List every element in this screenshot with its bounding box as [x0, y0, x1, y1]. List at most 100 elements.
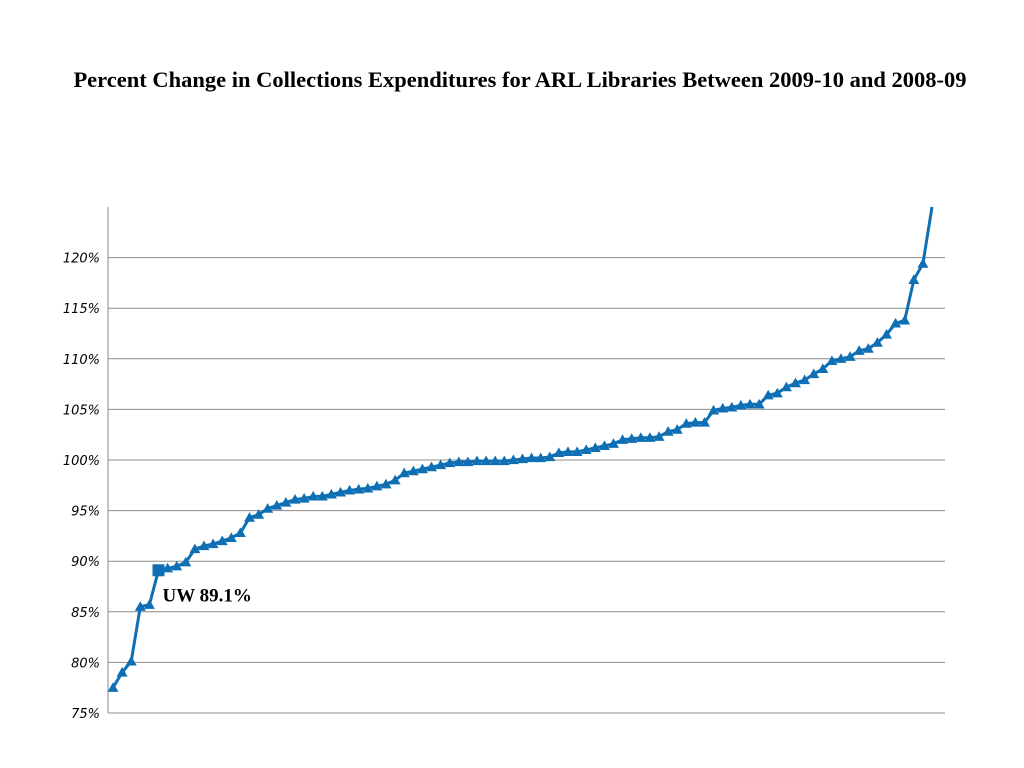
- data-point: [699, 417, 710, 427]
- data-point: [462, 456, 474, 467]
- y-tick-label: 100%: [63, 454, 100, 469]
- data-point: [444, 457, 456, 468]
- y-tick-label: 80%: [71, 656, 100, 671]
- data-point: [908, 274, 920, 284]
- data-point: [544, 451, 556, 462]
- data-point: [717, 402, 729, 413]
- data-point: [262, 503, 274, 513]
- series-line-group: [111, 206, 934, 689]
- data-point: [535, 452, 547, 463]
- data-point: [507, 454, 519, 465]
- data-point: [626, 433, 638, 443]
- highlight-label: UW 89.1%: [163, 585, 252, 606]
- data-point: [416, 463, 428, 474]
- data-point: [653, 431, 665, 441]
- data-point: [380, 478, 392, 489]
- data-point: [708, 404, 720, 415]
- y-tick-label: 90%: [71, 555, 100, 570]
- data-point: [335, 486, 346, 497]
- data-point: [753, 398, 765, 409]
- data-point: [171, 560, 183, 571]
- data-point: [680, 418, 692, 428]
- data-point: [844, 351, 856, 361]
- data-point: [571, 446, 583, 457]
- data-point: [116, 667, 128, 677]
- data-point: [307, 490, 319, 501]
- data-point: [225, 532, 237, 543]
- data-point: [635, 432, 647, 442]
- data-point: [362, 482, 374, 493]
- data-point: [771, 387, 783, 398]
- data-point: [744, 398, 756, 409]
- chart-title: Percent Change in Collections Expenditur…: [73, 67, 967, 92]
- data-point: [617, 434, 629, 444]
- y-tick-label: 85%: [71, 606, 100, 621]
- data-point: [216, 535, 228, 546]
- data-point: [780, 381, 792, 392]
- data-point: [689, 417, 701, 427]
- data-point: [198, 540, 210, 551]
- data-point: [389, 474, 401, 485]
- highlight-marker: [152, 564, 165, 577]
- y-tick-label: 120%: [63, 252, 100, 267]
- data-point: [453, 456, 465, 467]
- annotations: UW 89.1%: [163, 585, 252, 606]
- data-point: [735, 399, 747, 410]
- data-point: [143, 599, 155, 609]
- data-point: [817, 363, 829, 374]
- data-point: [799, 374, 811, 385]
- data-point: [726, 401, 738, 412]
- data-point: [498, 455, 510, 466]
- data-point: [526, 452, 538, 463]
- data-point: [471, 455, 483, 466]
- data-point: [553, 447, 565, 458]
- data-point: [589, 442, 601, 452]
- data-markers: [107, 258, 929, 692]
- data-point: [398, 467, 410, 478]
- data-point: [234, 527, 246, 537]
- data-point: [107, 682, 119, 692]
- y-tick-label: 105%: [63, 403, 100, 418]
- data-point: [562, 446, 574, 457]
- data-point: [489, 455, 501, 466]
- y-tick-labels: 75% 80% 85% 90% 95% 100% 105% 110% 115% 120%: [63, 252, 100, 722]
- data-point: [598, 440, 610, 450]
- data-point: [407, 465, 419, 476]
- data-point: [917, 258, 929, 268]
- data-point: [344, 484, 356, 495]
- data-point: [244, 512, 255, 522]
- data-point: [289, 493, 301, 504]
- data-point: [826, 355, 838, 365]
- data-point: [662, 426, 674, 436]
- data-point: [853, 345, 865, 355]
- data-point: [435, 459, 447, 470]
- data-point: [180, 556, 192, 567]
- data-point: [862, 343, 874, 353]
- y-tick-label: 110%: [63, 353, 100, 368]
- data-point: [881, 329, 892, 339]
- y-tick-label: 115%: [63, 302, 100, 317]
- data-point: [316, 490, 328, 501]
- data-point: [790, 377, 801, 388]
- data-point: [899, 314, 911, 325]
- data-point: [162, 562, 174, 573]
- data-point: [189, 543, 201, 554]
- y-tick-label: 95%: [71, 505, 100, 520]
- data-point: [644, 432, 656, 442]
- data-point: [426, 461, 437, 472]
- y-tick-label: 75%: [71, 707, 100, 722]
- data-point: [325, 488, 337, 499]
- data-point: [671, 424, 683, 434]
- data-point: [134, 601, 146, 611]
- data-point: [890, 317, 902, 328]
- data-point: [253, 509, 265, 519]
- data-point: [762, 389, 774, 400]
- data-point: [808, 368, 820, 379]
- data-point: [835, 353, 847, 363]
- data-point: [371, 480, 383, 491]
- data-point: [271, 500, 283, 510]
- data-point: [608, 438, 619, 448]
- data-point: [125, 655, 137, 666]
- series-line: [111, 206, 934, 689]
- gridlines: [108, 257, 945, 714]
